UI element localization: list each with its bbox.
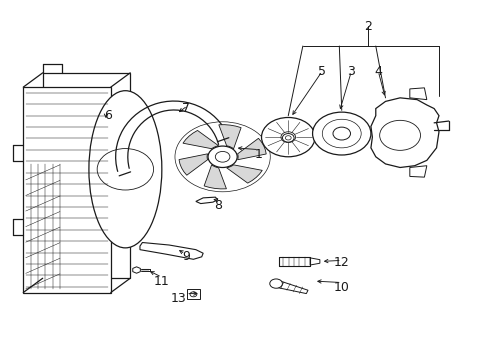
Text: 3: 3 [347, 64, 355, 77]
Polygon shape [23, 87, 111, 293]
Bar [186, 289, 200, 299]
Polygon shape [409, 88, 426, 100]
Text: 10: 10 [333, 281, 349, 294]
Polygon shape [133, 267, 140, 273]
Text: 2: 2 [364, 20, 372, 33]
Text: 8: 8 [213, 198, 221, 212]
Polygon shape [196, 197, 217, 203]
Circle shape [269, 279, 282, 288]
Circle shape [282, 134, 293, 142]
Polygon shape [274, 280, 307, 294]
Text: 5: 5 [318, 64, 325, 77]
Ellipse shape [89, 91, 162, 248]
Circle shape [261, 117, 314, 157]
Circle shape [97, 149, 153, 190]
Polygon shape [140, 243, 203, 259]
Polygon shape [309, 258, 319, 265]
Text: 7: 7 [182, 102, 190, 115]
Text: 1: 1 [255, 148, 263, 162]
Polygon shape [183, 130, 218, 149]
Text: 11: 11 [154, 275, 169, 288]
Polygon shape [179, 154, 207, 175]
Circle shape [207, 146, 237, 167]
Text: 9: 9 [182, 250, 190, 263]
Circle shape [281, 132, 295, 143]
Polygon shape [237, 138, 265, 160]
Text: 6: 6 [104, 109, 112, 122]
Polygon shape [203, 165, 226, 189]
Polygon shape [409, 166, 426, 177]
Polygon shape [370, 98, 438, 167]
Text: 12: 12 [333, 256, 349, 269]
Circle shape [100, 192, 112, 201]
Text: 13: 13 [171, 292, 186, 305]
Circle shape [322, 119, 361, 148]
Polygon shape [218, 125, 241, 149]
Circle shape [332, 127, 350, 140]
Circle shape [312, 112, 370, 155]
Polygon shape [226, 165, 262, 183]
Text: 4: 4 [373, 64, 381, 77]
